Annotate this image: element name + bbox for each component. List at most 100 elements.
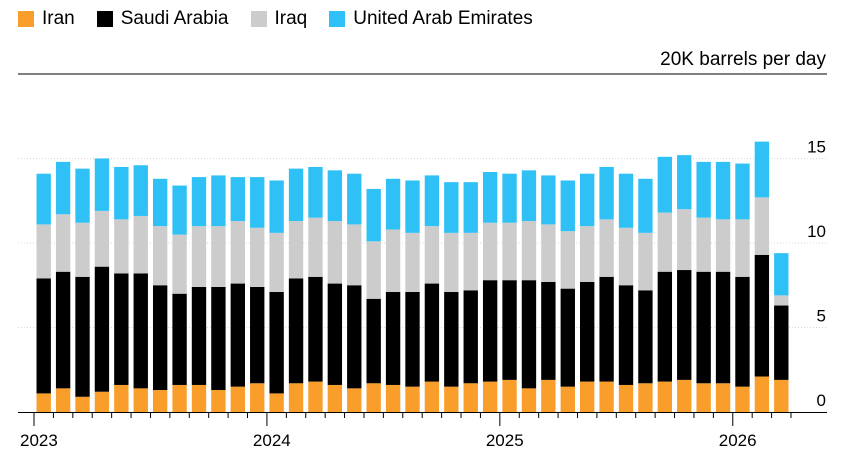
bar-segment-iraq [36, 224, 51, 279]
bar-segment-iran [288, 383, 304, 412]
bar-segment-iran [250, 383, 265, 412]
bar-segment-iraq [774, 295, 789, 306]
bar-segment-iran [580, 381, 595, 412]
bar-segment-saudi-arabia [735, 276, 750, 387]
bar-segment-saudi-arabia [405, 292, 420, 387]
bar-segment-iran [482, 381, 498, 412]
bar-segment-iran [735, 386, 750, 412]
bar-segment-united-arab-emirates [55, 161, 71, 215]
bar-segment-iraq [541, 224, 556, 282]
bar-segment-iran [114, 384, 129, 412]
bar-segment-saudi-arabia [114, 273, 129, 385]
bar-segment-iraq [211, 226, 226, 287]
bar-segment-iraq [114, 219, 129, 274]
bar-segment-saudi-arabia [250, 286, 265, 384]
bar-segment-saudi-arabia [696, 271, 711, 384]
bar-segment-united-arab-emirates [288, 168, 304, 222]
bar-segment-united-arab-emirates [482, 172, 498, 223]
bar-segment-iran [715, 383, 731, 412]
bar-segment-united-arab-emirates [657, 156, 673, 213]
bar-segment-united-arab-emirates [250, 177, 265, 228]
bar-segment-united-arab-emirates [580, 173, 595, 227]
bar-segment-iraq [152, 226, 168, 286]
bar-segment-saudi-arabia [308, 276, 323, 382]
bar-segment-united-arab-emirates [521, 170, 537, 222]
legend-label: United Arab Emirates [353, 8, 533, 29]
bar-segment-united-arab-emirates [560, 180, 575, 232]
bar-segment-iraq [521, 221, 537, 281]
bar-segment-iraq [385, 229, 401, 293]
bar-segment-iraq [715, 219, 731, 272]
y-tick-label: 5 [817, 307, 826, 326]
bar-segment-iran [754, 376, 770, 412]
bar-segment-united-arab-emirates [94, 158, 110, 211]
bar-segment-saudi-arabia [347, 285, 362, 389]
bar-segment-iran [75, 396, 90, 412]
bar-segment-iraq [599, 219, 614, 277]
bar-segment-iraq [444, 232, 459, 293]
bar-segment-iraq [657, 212, 673, 272]
bar-segment-iran [366, 383, 381, 412]
bar-segment-iran [677, 379, 692, 412]
bar-segment-united-arab-emirates [405, 180, 420, 233]
x-tick-label: 2023 [20, 431, 58, 450]
bar-segment-united-arab-emirates [599, 166, 614, 220]
bar-segment-iraq [482, 222, 498, 281]
bar-segment-saudi-arabia [288, 278, 304, 384]
bar-segment-iraq [288, 221, 304, 279]
legend-swatch [96, 11, 113, 27]
bar-segment-iran [347, 388, 362, 412]
bar-segment-saudi-arabia [133, 273, 148, 389]
legend-label: Saudi Arabia [120, 8, 229, 29]
x-tick-label: 2026 [719, 431, 757, 450]
bar-segment-saudi-arabia [366, 298, 381, 384]
bar-segment-iran [269, 393, 284, 412]
bar-segment-iran [541, 379, 556, 412]
bar-segment-united-arab-emirates [618, 173, 634, 228]
bar-segment-united-arab-emirates [172, 185, 187, 235]
bar-segment-united-arab-emirates [735, 163, 750, 220]
bar-segment-iraq [580, 226, 595, 282]
bar-segment-saudi-arabia [618, 285, 634, 385]
bar-segment-iraq [463, 232, 478, 291]
bar-segment-iran [560, 386, 575, 412]
bar-segment-iran [618, 384, 634, 412]
bar-segment-united-arab-emirates [715, 161, 731, 220]
bar-segment-iran [463, 383, 478, 412]
legend-label: Iraq [274, 8, 308, 29]
bar-segment-iraq [754, 197, 770, 255]
bar-segment-saudi-arabia [580, 281, 595, 382]
x-tick-label: 2024 [253, 431, 291, 450]
bar-segment-united-arab-emirates [211, 175, 226, 227]
bar-segment-saudi-arabia [269, 292, 284, 394]
bar-segment-saudi-arabia [424, 283, 440, 382]
bar-segment-iraq [347, 224, 362, 286]
bar-segment-iran [521, 388, 537, 412]
unit-label: 20K barrels per day [660, 49, 826, 70]
bar-segment-saudi-arabia [55, 271, 71, 389]
bar-segment-iraq [735, 219, 750, 277]
legend: Iran Saudi Arabia Iraq United Arab Emirates [18, 8, 555, 30]
bar-segment-iraq [269, 232, 284, 293]
bar-segment-iran [152, 390, 168, 412]
bar-segment-saudi-arabia [36, 278, 51, 394]
bar-segment-iraq [560, 231, 575, 289]
bar-segment-iraq [55, 214, 71, 272]
bar-segment-united-arab-emirates [424, 175, 440, 227]
bar-segment-iran [172, 384, 187, 412]
bar-segment-iraq [75, 222, 90, 277]
bar-segment-iran [424, 381, 440, 412]
bar-segment-iran [405, 386, 420, 412]
bar-segment-united-arab-emirates [366, 188, 381, 242]
bar-segment-saudi-arabia [638, 290, 653, 384]
bar-segment-iraq [618, 227, 634, 286]
bar-segment-iran [211, 390, 226, 412]
bar-segment-iraq [308, 217, 323, 277]
bar-segment-saudi-arabia [541, 281, 556, 380]
bar-segment-united-arab-emirates [347, 173, 362, 225]
bar-segment-united-arab-emirates [677, 155, 692, 210]
bar-segment-united-arab-emirates [541, 175, 556, 225]
bar-segment-saudi-arabia [774, 305, 789, 380]
bar-segment-iran [133, 388, 148, 412]
bar-segment-saudi-arabia [502, 280, 517, 380]
